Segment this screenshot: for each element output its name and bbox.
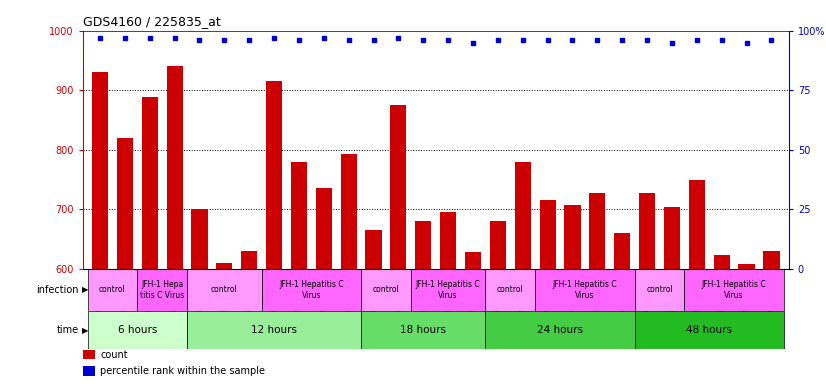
- Text: percentile rank within the sample: percentile rank within the sample: [100, 366, 265, 376]
- Bar: [634, 269, 685, 311]
- Bar: [262, 269, 361, 311]
- Bar: [738, 264, 755, 384]
- Bar: [763, 251, 780, 384]
- Bar: [689, 179, 705, 384]
- Bar: [685, 269, 784, 311]
- Text: count: count: [100, 350, 128, 360]
- Text: control: control: [497, 285, 524, 295]
- Text: 48 hours: 48 hours: [686, 325, 733, 335]
- Bar: [187, 311, 361, 349]
- Bar: [440, 212, 456, 384]
- Bar: [361, 269, 411, 311]
- Text: JFH-1 Hepatitis C
Virus: JFH-1 Hepatitis C Virus: [553, 280, 617, 300]
- Bar: [639, 193, 655, 384]
- Bar: [486, 311, 634, 349]
- Text: ▶: ▶: [82, 285, 88, 295]
- Text: control: control: [373, 285, 399, 295]
- Bar: [241, 251, 257, 384]
- Text: control: control: [99, 285, 126, 295]
- Bar: [83, 350, 95, 359]
- Text: JFH-1 Hepatitis C
Virus: JFH-1 Hepatitis C Virus: [415, 280, 481, 300]
- Text: 18 hours: 18 hours: [401, 325, 446, 335]
- Text: 24 hours: 24 hours: [537, 325, 583, 335]
- Text: ▶: ▶: [82, 326, 88, 335]
- Bar: [664, 207, 680, 384]
- Text: control: control: [646, 285, 673, 295]
- Bar: [391, 104, 406, 384]
- Bar: [539, 200, 556, 384]
- Text: infection: infection: [36, 285, 78, 295]
- Bar: [589, 193, 605, 384]
- Bar: [415, 221, 431, 384]
- Bar: [411, 269, 486, 311]
- Bar: [216, 263, 232, 384]
- Bar: [167, 66, 183, 384]
- Bar: [116, 138, 133, 384]
- Bar: [465, 252, 481, 384]
- Bar: [88, 311, 187, 349]
- Bar: [714, 255, 729, 384]
- Bar: [187, 269, 262, 311]
- Bar: [490, 221, 506, 384]
- Bar: [83, 366, 95, 376]
- Bar: [515, 162, 531, 384]
- Text: time: time: [56, 325, 78, 335]
- Bar: [634, 311, 784, 349]
- Bar: [340, 154, 357, 384]
- Text: JFH-1 Hepatitis C
Virus: JFH-1 Hepatitis C Virus: [702, 280, 767, 300]
- Text: JFH-1 Hepa
titis C Virus: JFH-1 Hepa titis C Virus: [140, 280, 184, 300]
- Bar: [535, 269, 634, 311]
- Bar: [291, 162, 307, 384]
- Bar: [486, 269, 535, 311]
- Bar: [615, 233, 630, 384]
- Text: JFH-1 Hepatitis C
Virus: JFH-1 Hepatitis C Virus: [279, 280, 344, 300]
- Text: control: control: [211, 285, 238, 295]
- Bar: [564, 205, 581, 384]
- Text: 6 hours: 6 hours: [117, 325, 157, 335]
- Text: GDS4160 / 225835_at: GDS4160 / 225835_at: [83, 15, 221, 28]
- Bar: [266, 81, 282, 384]
- Bar: [88, 269, 137, 311]
- Bar: [365, 230, 382, 384]
- Bar: [92, 72, 108, 384]
- Bar: [361, 311, 486, 349]
- Bar: [316, 189, 332, 384]
- Bar: [192, 209, 207, 384]
- Text: 12 hours: 12 hours: [251, 325, 297, 335]
- Bar: [142, 98, 158, 384]
- Bar: [137, 269, 187, 311]
